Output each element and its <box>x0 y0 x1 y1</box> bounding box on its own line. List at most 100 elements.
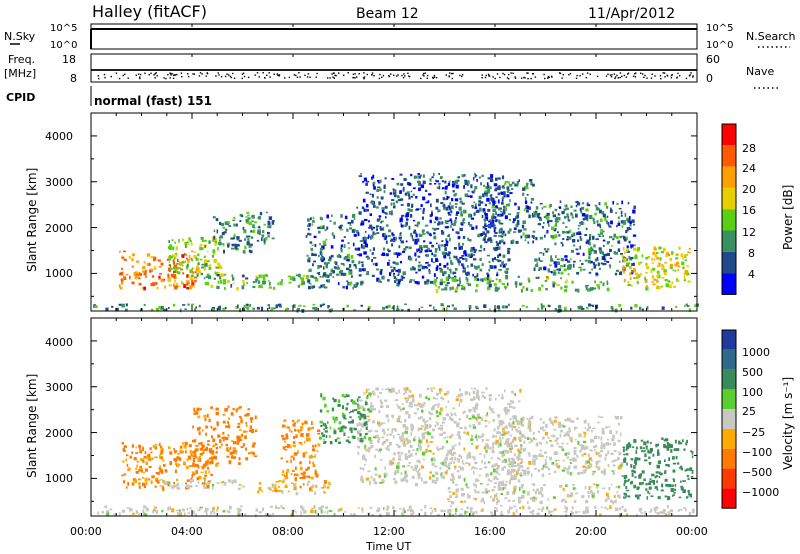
pixel-power-6 <box>462 263 465 267</box>
pixel-vel-0 <box>207 480 211 483</box>
pixel-vel-3 <box>307 483 309 486</box>
pixel-power-5 <box>353 284 357 288</box>
pixel-vel-6 <box>504 497 508 500</box>
pixel-power-9 <box>629 224 632 227</box>
pixel-power-11 <box>675 305 678 308</box>
pixel-power-7 <box>505 207 507 212</box>
pixel-power-9 <box>537 216 542 219</box>
pixel-power-9 <box>564 258 568 261</box>
pixel-power-10 <box>685 253 688 257</box>
pixel-power-7 <box>486 198 490 202</box>
pixel-power-6 <box>437 209 441 212</box>
nave-dot <box>198 75 201 77</box>
nave-dot <box>481 77 483 79</box>
pixel-power-8 <box>577 288 580 293</box>
pixel-vel-10 <box>429 507 433 510</box>
nave-dot <box>670 77 673 79</box>
pixel-vel-5 <box>517 479 521 483</box>
pixel-vel-1 <box>238 440 241 443</box>
pixel-power-6 <box>448 234 450 237</box>
pixel-vel-0 <box>188 444 192 448</box>
pixel-vel-6 <box>460 487 464 491</box>
pixel-vel-5 <box>391 429 394 434</box>
nave-dot <box>685 77 688 80</box>
pixel-power-5 <box>319 243 321 246</box>
pixel-vel-5 <box>509 418 512 421</box>
pixel-power-6 <box>382 233 386 238</box>
pixel-vel-10 <box>582 510 586 514</box>
pixel-vel-5 <box>435 397 438 400</box>
pixel-power-6 <box>477 265 480 269</box>
pixel-power-2 <box>213 235 216 240</box>
pixel-power-0 <box>192 271 195 274</box>
pixel-power-9 <box>590 246 593 251</box>
pixel-vel-6 <box>608 486 611 491</box>
nave-dot <box>611 74 613 76</box>
pixel-power-9 <box>542 222 545 224</box>
pixel-vel-4 <box>281 473 285 476</box>
pixel-vel-4 <box>315 473 319 478</box>
pixel-power-0 <box>181 282 185 285</box>
pixel-vel-1 <box>192 425 194 429</box>
pixel-power-5 <box>339 228 344 231</box>
pixel-power-10 <box>654 254 657 258</box>
pixel-vel-8 <box>649 478 652 480</box>
pixel-vel-8 <box>633 485 636 488</box>
pixel-vel-2 <box>231 480 234 484</box>
pixel-power-9 <box>594 212 597 216</box>
pixel-power-8 <box>596 284 600 287</box>
pixel-vel-9 <box>352 409 355 413</box>
pixel-power-6 <box>482 193 485 198</box>
pixel-vel-5 <box>468 463 471 466</box>
pixel-power-0 <box>168 284 172 287</box>
pixel-vel-7 <box>605 442 609 446</box>
pixel-power-7 <box>517 206 520 211</box>
pixel-power-0 <box>123 258 127 261</box>
pixel-vel-1 <box>249 429 253 432</box>
pixel-vel-10 <box>350 513 352 516</box>
pixel-vel-5 <box>408 389 412 393</box>
nave-dot <box>139 77 141 80</box>
pixel-vel-5 <box>439 391 442 395</box>
pixel-power-6 <box>445 240 449 244</box>
pixel-vel-9 <box>364 421 368 425</box>
pixel-vel-5 <box>375 448 379 451</box>
pixel-vel-5 <box>455 398 459 401</box>
pixel-vel-8 <box>625 448 628 451</box>
pixel-vel-5 <box>432 407 435 410</box>
pixel-power-6 <box>365 191 369 194</box>
pixel-power-7 <box>526 206 530 210</box>
pixel-vel-7 <box>602 444 605 447</box>
pixel-power-5 <box>340 263 344 265</box>
pixel-power-7 <box>524 197 527 201</box>
pixel-vel-10 <box>553 508 555 512</box>
pixel-power-6 <box>501 191 504 195</box>
pixel-vel-9 <box>354 409 358 411</box>
pixel-vel-2 <box>189 485 192 488</box>
pixel-power-7 <box>514 183 518 187</box>
pixel-vel-0 <box>140 458 144 462</box>
nave-dot <box>461 75 463 78</box>
pixel-vel-6 <box>491 489 495 492</box>
pixel-vel-5 <box>395 392 398 395</box>
pixel-power-6 <box>421 265 425 270</box>
pixel-vel-7 <box>542 429 546 432</box>
pixel-vel-9 <box>362 408 366 412</box>
pixel-vel-5 <box>361 423 365 428</box>
pixel-vel-8 <box>686 468 689 471</box>
pixel-vel-1 <box>194 410 198 413</box>
pixel-vel-1 <box>208 443 210 446</box>
pixel-vel-7 <box>507 440 510 444</box>
pixel-vel-10 <box>325 506 328 510</box>
pixel-power-6 <box>360 261 364 264</box>
pixel-vel-0 <box>125 486 128 489</box>
pixel-vel-1 <box>249 417 254 421</box>
pixel-power-6 <box>471 204 475 208</box>
pixel-vel-5 <box>497 431 502 435</box>
pixel-power-0 <box>178 260 181 263</box>
pixel-power-0 <box>188 254 191 259</box>
pixel-vel-5 <box>477 416 482 419</box>
pixel-power-5 <box>307 232 310 236</box>
pixel-power-7 <box>512 221 515 224</box>
pixel-vel-4 <box>282 446 286 450</box>
